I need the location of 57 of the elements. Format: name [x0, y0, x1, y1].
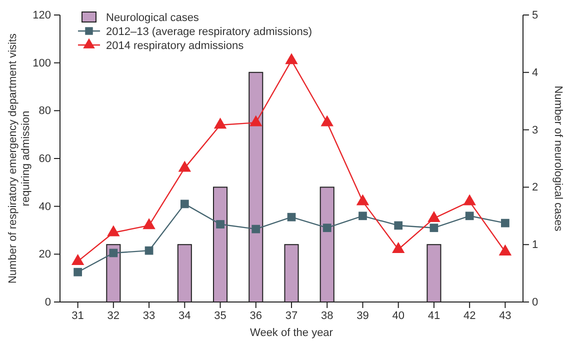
- y-tick-label: 0: [44, 296, 51, 309]
- point: [74, 268, 82, 276]
- point: [465, 212, 474, 220]
- point: [178, 160, 192, 172]
- y-tick-label: 40: [38, 200, 51, 213]
- point: [109, 248, 118, 258]
- point: [356, 194, 370, 206]
- point: [216, 220, 224, 228]
- point: [358, 212, 367, 220]
- point: [107, 225, 120, 236]
- point: [428, 210, 440, 222]
- y2-tick-label: 4: [532, 66, 538, 79]
- point: [214, 118, 227, 129]
- point: [320, 115, 334, 126]
- y2-tick-label: 2: [532, 182, 538, 194]
- y-tick-label: 100: [32, 57, 51, 70]
- y2-tick-label: 5: [532, 10, 538, 22]
- legend-label: 2014 respiratory admissions: [106, 40, 244, 52]
- x-tick-label: 42: [463, 310, 476, 322]
- x-tick-label: 43: [499, 310, 512, 322]
- y-tick-label: 120: [32, 10, 51, 22]
- y2-tick-label: 0: [532, 296, 538, 309]
- point: [322, 224, 332, 232]
- x-tick-label: 37: [285, 310, 298, 322]
- point: [144, 246, 154, 255]
- point: [250, 115, 262, 126]
- y2-tick-label: 1: [532, 239, 538, 252]
- x-tick-label: 40: [392, 310, 404, 322]
- point: [430, 224, 438, 232]
- point: [463, 194, 476, 206]
- x-tick-label: 39: [356, 310, 369, 322]
- point: [394, 221, 403, 230]
- point: [501, 218, 510, 228]
- x-tick-label: 41: [428, 310, 440, 322]
- x-tick-label: 36: [250, 310, 262, 322]
- x-tick-label: 34: [178, 310, 191, 322]
- point: [392, 242, 405, 254]
- y2-tick-label: 3: [532, 124, 538, 136]
- legend-label: 2012–13 (average respiratory admissions): [106, 26, 312, 38]
- point: [180, 200, 189, 208]
- point: [285, 53, 298, 64]
- x-tick-label: 38: [320, 310, 334, 322]
- y-tick-label: 80: [38, 105, 51, 118]
- point: [252, 224, 260, 234]
- y-axis-title: Number of respiratory emergency department visits requiring admission: [7, 32, 32, 284]
- y-tick-label: 20: [38, 248, 51, 261]
- point: [71, 254, 84, 266]
- x-tick-label: 33: [142, 310, 156, 322]
- y-tick-label: 60: [38, 153, 51, 166]
- x-tick-label: 31: [72, 310, 84, 322]
- x-tick-label: 35: [214, 310, 226, 322]
- point: [287, 212, 296, 222]
- x-tick-label: 32: [107, 310, 120, 322]
- x-axis-title: Week of the year: [250, 327, 334, 339]
- point: [142, 218, 156, 230]
- y2-axis-title: Number of neurological cases: [552, 86, 564, 232]
- legend-label: Neurological cases: [106, 12, 200, 24]
